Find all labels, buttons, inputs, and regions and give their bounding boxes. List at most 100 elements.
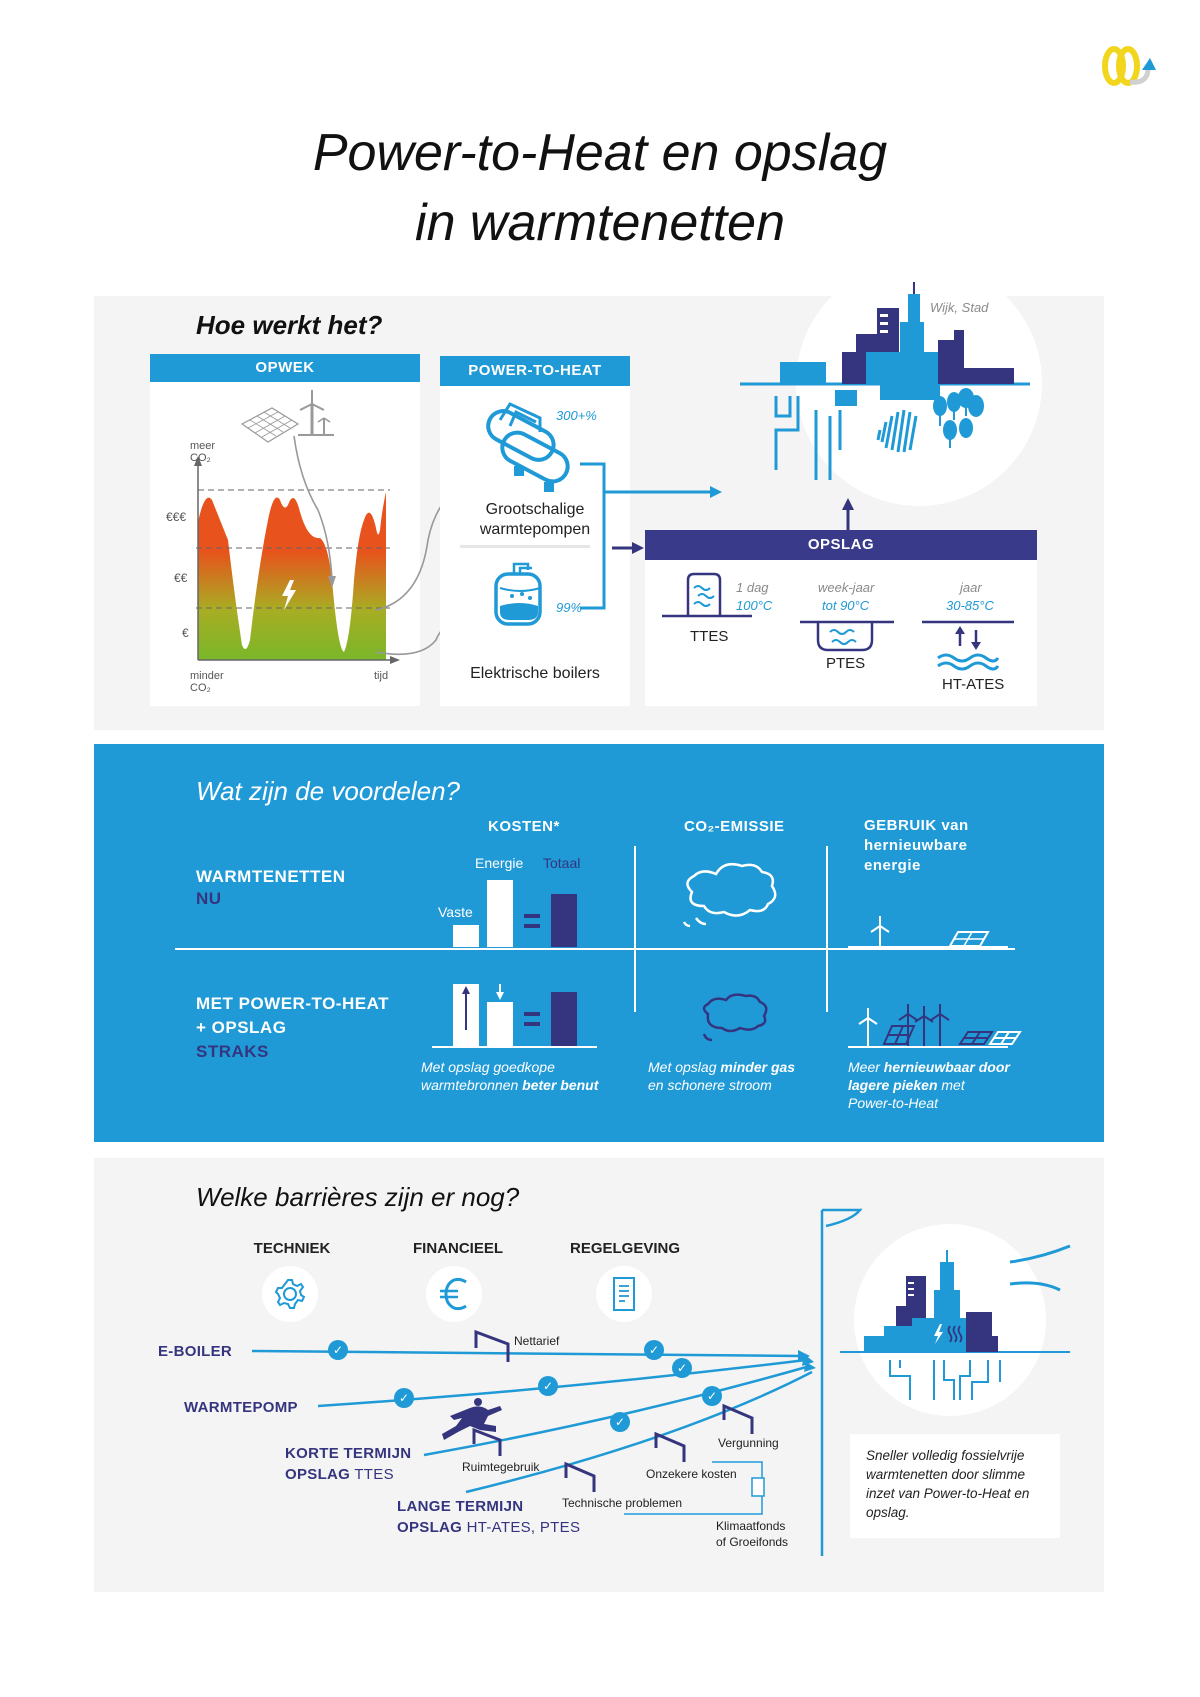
opslag-header: OPSLAG bbox=[645, 530, 1037, 560]
ttes-temp: 100°C bbox=[736, 598, 773, 613]
bar-vaste-nu bbox=[453, 925, 479, 947]
conclusion-box: Sneller volledig fossielvrije warmtenett… bbox=[850, 1434, 1060, 1538]
row-label-straks: MET POWER-TO-HEAT + OPSLAG STRAKS bbox=[196, 994, 389, 1061]
title-line-1: Power-to-Heat en opslag bbox=[312, 124, 888, 182]
price-level-low: € bbox=[182, 626, 189, 640]
benefits-horizontal-divider bbox=[175, 948, 1015, 950]
renewables-cluster-icon bbox=[848, 1004, 1022, 1048]
price-level-high: €€€ bbox=[166, 510, 187, 524]
divider bbox=[460, 545, 590, 548]
cloud-small-icon bbox=[702, 993, 768, 1042]
section-title-benefits: Wat zijn de voordelen? bbox=[196, 776, 461, 806]
check-korte-regelgeving: ✓ bbox=[702, 1386, 722, 1406]
hurdle-vergunning: Vergunning bbox=[718, 1436, 779, 1450]
ptes-temp: tot 90°C bbox=[822, 598, 870, 613]
heat-pump-efficiency: 300+% bbox=[556, 408, 597, 423]
heat-flow-lines bbox=[580, 462, 854, 610]
title-line-2: in warmtenetten bbox=[415, 194, 785, 252]
bar-totaal-nu bbox=[551, 894, 577, 947]
htates-temp: 30-85°C bbox=[946, 598, 994, 613]
ptes-pit-icon bbox=[800, 620, 894, 652]
caption-gebruik: Meer hernieuwbaar door lagere pieken met… bbox=[848, 1059, 1010, 1111]
opslag-card: OPSLAG bbox=[645, 530, 1037, 706]
check-korte-financieel: ✓ bbox=[610, 1412, 630, 1432]
ttes-duration: 1 dag bbox=[736, 580, 769, 595]
bar-energie-nu bbox=[487, 880, 513, 947]
boiler-efficiency: 99% bbox=[556, 600, 583, 615]
bar-label-vaste: Vaste bbox=[438, 904, 473, 920]
equals-sign bbox=[524, 914, 540, 928]
hurdle-technische-problemen: Technische problemen bbox=[562, 1496, 683, 1510]
section-title-barriers: Welke barrières zijn er nog? bbox=[196, 1182, 520, 1212]
y-axis-bottom-label: minder CO₂ bbox=[190, 670, 224, 694]
euro-icon-circle bbox=[426, 1266, 482, 1322]
euro-icon bbox=[440, 1277, 467, 1311]
bar-label-energie: Energie bbox=[475, 855, 524, 871]
row-label-nu: WARMTENETTEN NU bbox=[196, 867, 346, 908]
ttes-label: TTES bbox=[690, 628, 729, 645]
lane-label-lange-termijn: LANGE TERMIJN OPSLAG HT-ATES, PTES bbox=[397, 1498, 581, 1536]
heat-pump-label: Grootschalige warmtepompen bbox=[479, 501, 591, 538]
page-title: Power-to-Heat en opslag in warmtenetten bbox=[0, 118, 1200, 258]
city-label: Wijk, Stad bbox=[930, 300, 989, 315]
electric-boiler-icon bbox=[494, 562, 542, 626]
lightning-icon bbox=[282, 580, 296, 610]
gear-icon bbox=[274, 1279, 306, 1309]
caption-co2: Met opslag minder gas en schonere stroom bbox=[648, 1059, 796, 1093]
power-to-heat-header: POWER-TO-HEAT bbox=[440, 356, 630, 386]
gear-icon-circle bbox=[262, 1266, 318, 1322]
bar-label-totaal: Totaal bbox=[543, 855, 581, 871]
benefits-panel bbox=[94, 744, 1104, 1142]
category-techniek: TECHNIEK bbox=[253, 1240, 331, 1257]
renewables-baseline-1 bbox=[848, 946, 1008, 948]
category-financieel: FINANCIEEL bbox=[413, 1240, 503, 1257]
hurdle-onzekere-kosten: Onzekere kosten bbox=[646, 1467, 737, 1481]
check-warmtepomp-techniek: ✓ bbox=[394, 1388, 414, 1408]
runner-icon bbox=[442, 1398, 502, 1440]
bar-energie-straks bbox=[487, 1002, 513, 1048]
lane-label-korte-termijn: KORTE TERMIJN OPSLAG TTES bbox=[285, 1445, 412, 1483]
ptes-duration: week-jaar bbox=[818, 580, 875, 595]
col-header-co2: CO₂-EMISSIE bbox=[684, 818, 785, 835]
col-header-kosten: KOSTEN* bbox=[488, 818, 560, 835]
opwek-header: OPWEK bbox=[150, 354, 420, 382]
hurdle-ruimtegebruik: Ruimtegebruik bbox=[462, 1460, 540, 1474]
benefits-vertical-divider-2 bbox=[826, 846, 828, 1012]
arrow-up-icon bbox=[462, 986, 470, 1030]
hurdle-nettarief: Nettarief bbox=[514, 1334, 560, 1348]
htates-aquifer-icon bbox=[922, 620, 1014, 671]
ttes-tank-icon bbox=[662, 572, 752, 618]
bar-baseline-straks bbox=[432, 1046, 597, 1048]
benefits-vertical-divider-1 bbox=[634, 846, 636, 1012]
category-regelgeving: REGELGEVING bbox=[569, 1240, 681, 1257]
document-icon-circle bbox=[596, 1266, 652, 1322]
cloud-large-icon bbox=[682, 863, 777, 928]
y-axis-top-label: meer CO₂ bbox=[190, 440, 216, 464]
heat-pump-icon bbox=[486, 402, 570, 492]
price-level-mid: €€ bbox=[174, 571, 188, 585]
arrow-down-icon bbox=[496, 984, 504, 1000]
wind-turbine-icon bbox=[298, 390, 334, 436]
check-warmtepomp-financieel: ✓ bbox=[538, 1376, 558, 1396]
logo-icon bbox=[1102, 46, 1156, 86]
city-district-illustration bbox=[740, 282, 1030, 480]
check-eboiler-techniek: ✓ bbox=[328, 1340, 348, 1360]
ptes-label: PTES bbox=[826, 655, 866, 672]
document-icon bbox=[613, 1277, 635, 1311]
opwek-price-chart bbox=[194, 456, 400, 664]
section-title-how: Hoe werkt het? bbox=[196, 310, 383, 340]
check-eboiler-regelgeving: ✓ bbox=[644, 1340, 664, 1360]
equals-sign-2 bbox=[524, 1012, 540, 1026]
wind-turbine-small-icon bbox=[870, 916, 890, 948]
solar-panel-icon bbox=[240, 407, 300, 443]
col-header-gebruik: GEBRUIK van hernieuwbare energie bbox=[864, 817, 969, 874]
fund-label: Klimaatfonds of Groeifonds bbox=[716, 1519, 789, 1549]
caption-kosten: Met opslag goedkope warmtebronnen beter … bbox=[421, 1059, 599, 1093]
htates-duration: jaar bbox=[960, 580, 982, 595]
lane-label-eboiler: E-BOILER bbox=[158, 1343, 233, 1360]
bar-totaal-straks bbox=[551, 992, 577, 1048]
htates-label: HT-ATES bbox=[942, 676, 1005, 693]
boiler-label: Elektrische boilers bbox=[470, 665, 600, 682]
lane-label-warmtepomp: WARMTEPOMP bbox=[184, 1399, 298, 1416]
